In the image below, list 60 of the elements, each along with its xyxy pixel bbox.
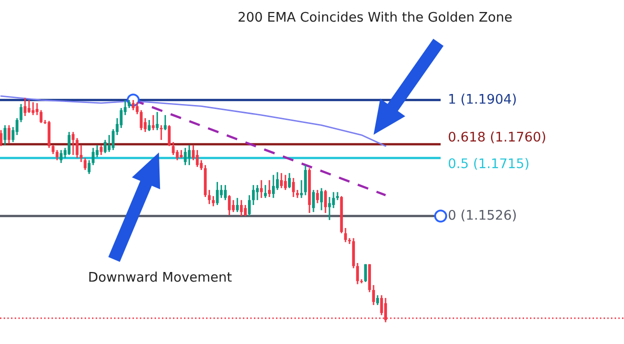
candlestick — [288, 172, 291, 189]
candlestick — [56, 149, 58, 161]
candlestick — [380, 294, 383, 316]
candlestick — [284, 174, 287, 191]
candlestick — [292, 177, 295, 198]
candlestick — [372, 284, 375, 306]
candlestick — [132, 99, 135, 111]
candlestick — [4, 124, 6, 146]
ref-line-label: 1 (1.1904) — [449, 94, 516, 106]
candlestick — [236, 197, 239, 213]
candlestick — [104, 139, 107, 154]
candlestick — [20, 103, 22, 123]
candlestick — [344, 227, 347, 243]
candlestick — [320, 187, 323, 211]
candlestick — [192, 144, 195, 161]
candlestick — [148, 119, 151, 132]
candlestick — [0, 129, 2, 147]
candlestick — [16, 117, 18, 136]
candlestick — [28, 99, 30, 114]
ref-line-label: 0 (1.1526) — [448, 210, 516, 222]
candlestick — [40, 109, 42, 124]
candlestick — [72, 131, 75, 156]
candlestick — [68, 131, 71, 156]
candlestick — [332, 191, 335, 209]
candlestick — [60, 149, 62, 164]
annotation: 200 EMA Coincides With the Golden Zone — [238, 12, 512, 22]
candlestick — [108, 134, 111, 153]
candlestick — [364, 264, 367, 283]
candlestick — [328, 196, 331, 221]
candlestick — [312, 189, 315, 213]
candlestick — [300, 179, 303, 199]
candlestick — [240, 199, 243, 217]
candlestick — [324, 189, 327, 214]
candlestick — [304, 164, 307, 196]
candlestick — [264, 184, 267, 199]
candlestick — [48, 120, 50, 149]
candlestick — [260, 179, 263, 199]
candlestick — [224, 184, 227, 201]
candlestick — [256, 184, 259, 201]
candlestick — [24, 97, 26, 117]
candlestick — [272, 174, 275, 199]
candlestick — [36, 102, 38, 116]
candlestick — [376, 294, 379, 306]
candlestick — [268, 179, 271, 198]
candlestick — [316, 189, 319, 204]
candlestick — [136, 101, 139, 115]
candlestick — [356, 262, 359, 285]
candlestick — [244, 204, 247, 217]
candlestick — [32, 101, 34, 116]
ref-line-label: 0.5 (1.1715) — [448, 158, 528, 170]
annotation: Downward Movement — [89, 272, 232, 282]
candlestick — [8, 124, 10, 144]
candlestick — [152, 114, 155, 131]
candlestick — [112, 128, 115, 151]
candlestick — [208, 189, 211, 205]
ref-line-label: 0.618 (1.1760) — [448, 131, 546, 144]
candlestick — [100, 144, 103, 156]
candlestick — [280, 172, 283, 189]
candlestick — [188, 144, 191, 166]
candlestick — [276, 171, 279, 191]
